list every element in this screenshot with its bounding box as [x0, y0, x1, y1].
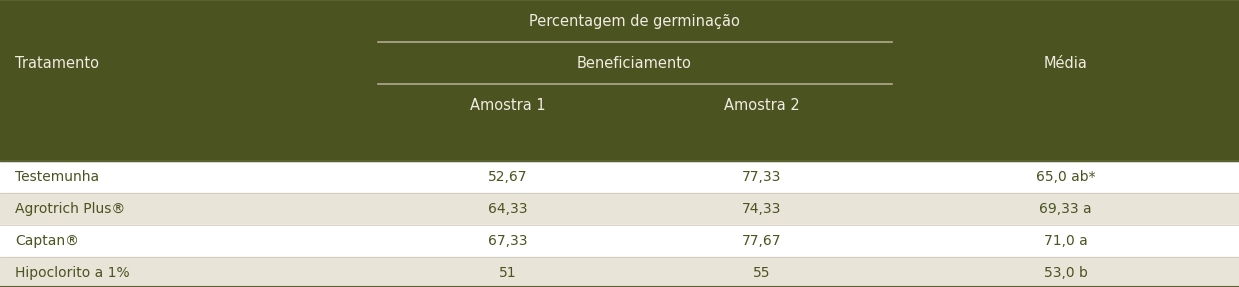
Text: 77,33: 77,33 [742, 170, 782, 184]
Text: Tratamento: Tratamento [15, 56, 99, 71]
Bar [0, 0, 1239, 161]
Text: Testemunha: Testemunha [15, 170, 99, 184]
Text: 64,33: 64,33 [488, 202, 528, 216]
Text: Amostra 1: Amostra 1 [470, 98, 546, 113]
Text: 77,67: 77,67 [742, 234, 782, 248]
Text: 74,33: 74,33 [742, 202, 782, 216]
Bar [0, 257, 1239, 287]
Text: 65,0 ab*: 65,0 ab* [1036, 170, 1095, 184]
Text: Hipoclorito a 1%: Hipoclorito a 1% [15, 266, 130, 280]
Text: 55: 55 [753, 266, 771, 280]
Text: 71,0 a: 71,0 a [1043, 234, 1088, 248]
Text: Agrotrich Plus®: Agrotrich Plus® [15, 202, 125, 216]
Text: Amostra 2: Amostra 2 [724, 98, 800, 113]
Text: Captan®: Captan® [15, 234, 79, 248]
Text: 67,33: 67,33 [488, 234, 528, 248]
Text: 52,67: 52,67 [488, 170, 528, 184]
Text: Beneficiamento: Beneficiamento [577, 56, 691, 71]
Text: 51: 51 [499, 266, 517, 280]
Text: 53,0 b: 53,0 b [1043, 266, 1088, 280]
Bar [0, 193, 1239, 225]
Text: Percentagem de germinação: Percentagem de germinação [529, 13, 740, 28]
Bar [0, 225, 1239, 257]
Bar [0, 161, 1239, 193]
Text: Média: Média [1043, 56, 1088, 71]
Text: 69,33 a: 69,33 a [1040, 202, 1092, 216]
